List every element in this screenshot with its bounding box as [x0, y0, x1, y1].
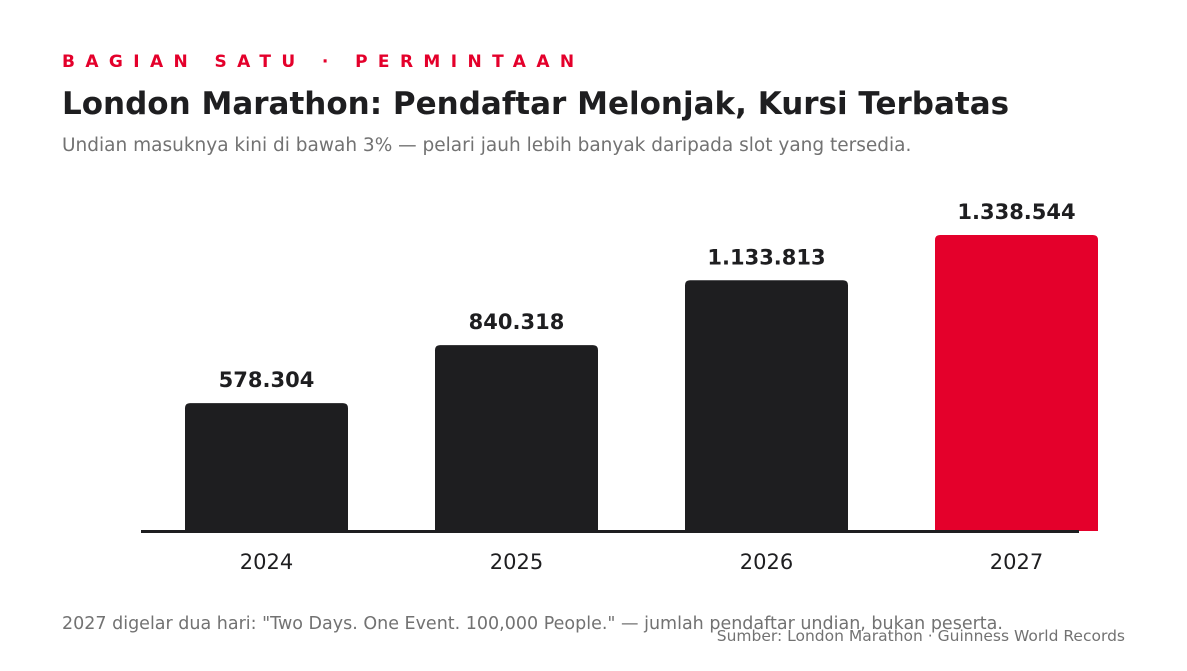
- value-label-2027: 1.338.544: [957, 200, 1075, 224]
- value-label-2024: 578.304: [219, 368, 315, 392]
- tick-label-2025: 2025: [490, 550, 543, 574]
- value-label-2026: 1.133.813: [707, 245, 825, 269]
- page-title: London Marathon: Pendaftar Melonjak, Kur…: [62, 86, 1010, 122]
- value-label-2025: 840.318: [469, 310, 565, 334]
- bar-2025: [435, 345, 598, 531]
- tick-label-2027: 2027: [990, 550, 1043, 574]
- chart-footnote: 2027 digelar dua hari: "Two Days. One Ev…: [62, 614, 1003, 634]
- source-credit: Sumber: London Marathon · Guinness World…: [716, 627, 1125, 645]
- bar-2024: [185, 403, 348, 531]
- bar-2027: [935, 235, 1098, 531]
- tick-label-2026: 2026: [740, 550, 793, 574]
- tick-label-2024: 2024: [240, 550, 293, 574]
- page-subtitle: Undian masuknya kini di bawah 3% — pelar…: [62, 135, 912, 156]
- bar-2026: [685, 280, 848, 531]
- section-kicker: BAGIAN SATU · PERMINTAAN: [62, 52, 585, 72]
